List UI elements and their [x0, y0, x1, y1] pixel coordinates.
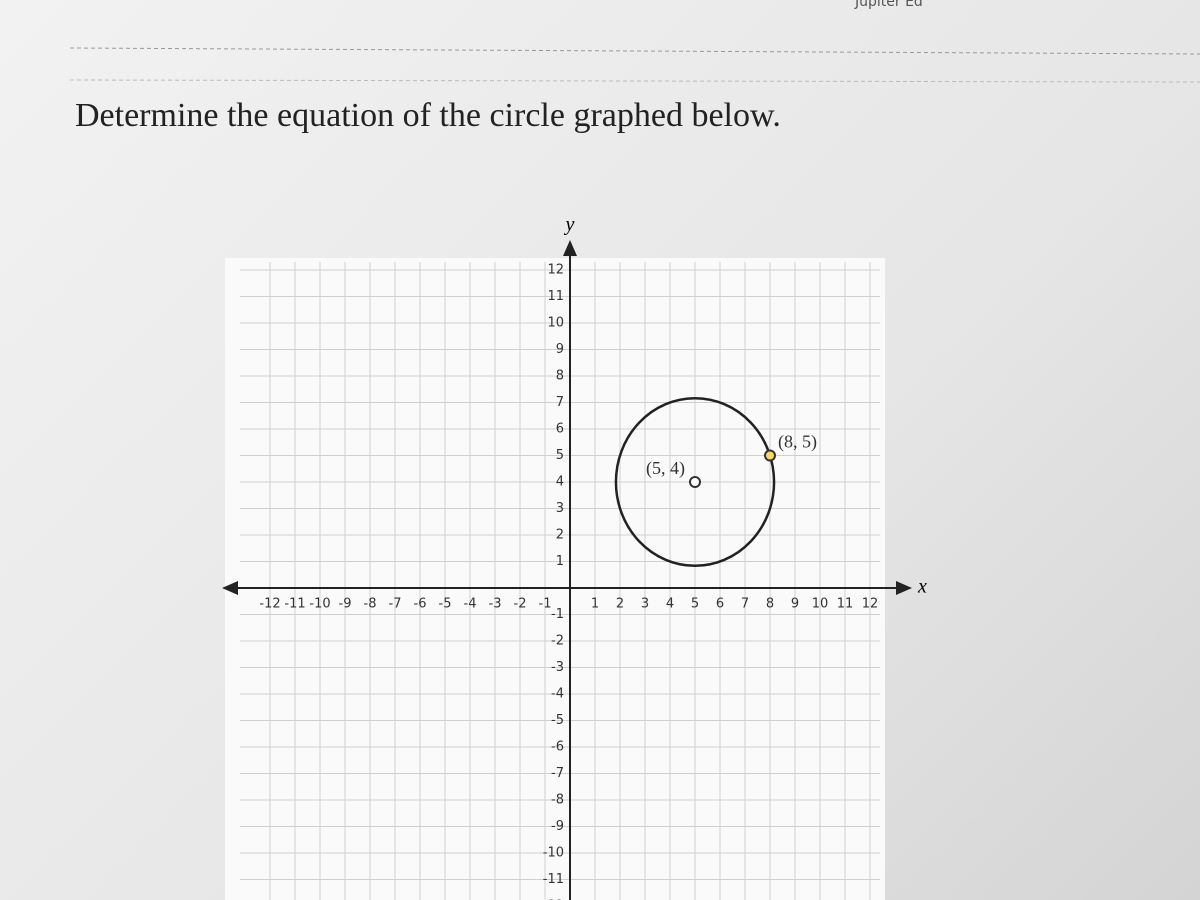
- arrow: [222, 581, 238, 595]
- question: Determine the equation of the circle gra…: [75, 97, 781, 134]
- divider: [69, 47, 1200, 55]
- x-tick-label: 10: [812, 597, 829, 612]
- y-axis-label: y: [564, 214, 575, 236]
- x-tick-label: -7: [389, 597, 402, 612]
- app-name: Jupiter Ed: [854, 0, 923, 10]
- x-tick-label: -12: [259, 597, 280, 612]
- y-tick-label: 11: [547, 289, 564, 304]
- y-tick-label: -1: [551, 607, 564, 622]
- y-tick-label: -4: [551, 687, 564, 702]
- y-tick-label: 6: [556, 422, 564, 437]
- x-tick-label: -8: [364, 597, 377, 612]
- x-tick-label: 7: [741, 597, 749, 612]
- y-tick-label: -6: [551, 740, 564, 755]
- y-tick-label: 4: [556, 475, 564, 490]
- y-tick-label: 7: [556, 395, 564, 410]
- circle: [614, 396, 776, 568]
- y-tick-label: -11: [543, 872, 564, 887]
- y-tick-label: 5: [556, 448, 564, 463]
- y-tick-label: -8: [551, 793, 564, 808]
- y-tick-label: -3: [551, 660, 564, 675]
- y-tick-label: -7: [551, 766, 564, 781]
- x-tick-label: 11: [837, 597, 854, 612]
- x-tick-label: 12: [862, 597, 879, 612]
- graph-area: [225, 258, 885, 900]
- x-axis-label: x: [917, 576, 927, 598]
- arrow: [563, 240, 577, 256]
- x-tick-label: -9: [339, 597, 352, 612]
- point-label: (8, 5): [778, 432, 817, 453]
- y-tick-label: 2: [556, 528, 564, 543]
- divider: [69, 79, 1200, 83]
- x-tick-label: -11: [284, 597, 305, 612]
- x-tick-label: -10: [309, 597, 330, 612]
- x-tick-label: 2: [616, 597, 624, 612]
- y-tick-label: -10: [543, 846, 564, 861]
- y-tick-label: 1: [556, 554, 564, 569]
- x-tick-label: 6: [716, 597, 724, 612]
- x-tick-label: -4: [464, 597, 477, 612]
- graph: -12 -11 -10 -9 -8 -7 -6 -5 -4 -3 -2 -1 1 2 3 4 5 6 7 8 9 10 11…: [222, 214, 927, 900]
- y-tick-label: -9: [551, 819, 564, 834]
- x-tick-label: -6: [414, 597, 427, 612]
- x-tick-label: -2: [514, 597, 527, 612]
- y-tick-label: 8: [556, 369, 564, 384]
- y-tick-label: 10: [547, 316, 564, 331]
- y-tick-label: 3: [556, 501, 564, 516]
- x-tick-label: 1: [591, 597, 599, 612]
- x-tick-label: 8: [766, 597, 774, 612]
- x-tick-label: 4: [666, 597, 674, 612]
- point-label: (5, 4): [646, 458, 685, 479]
- y-tick-label: -5: [551, 713, 564, 728]
- y-tick-label: -2: [551, 634, 564, 649]
- x-tick-label: -1: [539, 597, 552, 612]
- arrow: [896, 581, 912, 595]
- point: [689, 476, 701, 488]
- x-tick-label: 5: [691, 597, 699, 612]
- point: [764, 449, 776, 462]
- x-tick-label: -3: [489, 597, 502, 612]
- x-tick-label: 3: [641, 597, 649, 612]
- y-tick-label: 12: [547, 263, 564, 278]
- x-tick-label: 9: [791, 597, 799, 612]
- x-tick-label: -5: [439, 597, 452, 612]
- y-tick-label: 9: [556, 342, 564, 357]
- y-tick-label: -12: [543, 899, 564, 900]
